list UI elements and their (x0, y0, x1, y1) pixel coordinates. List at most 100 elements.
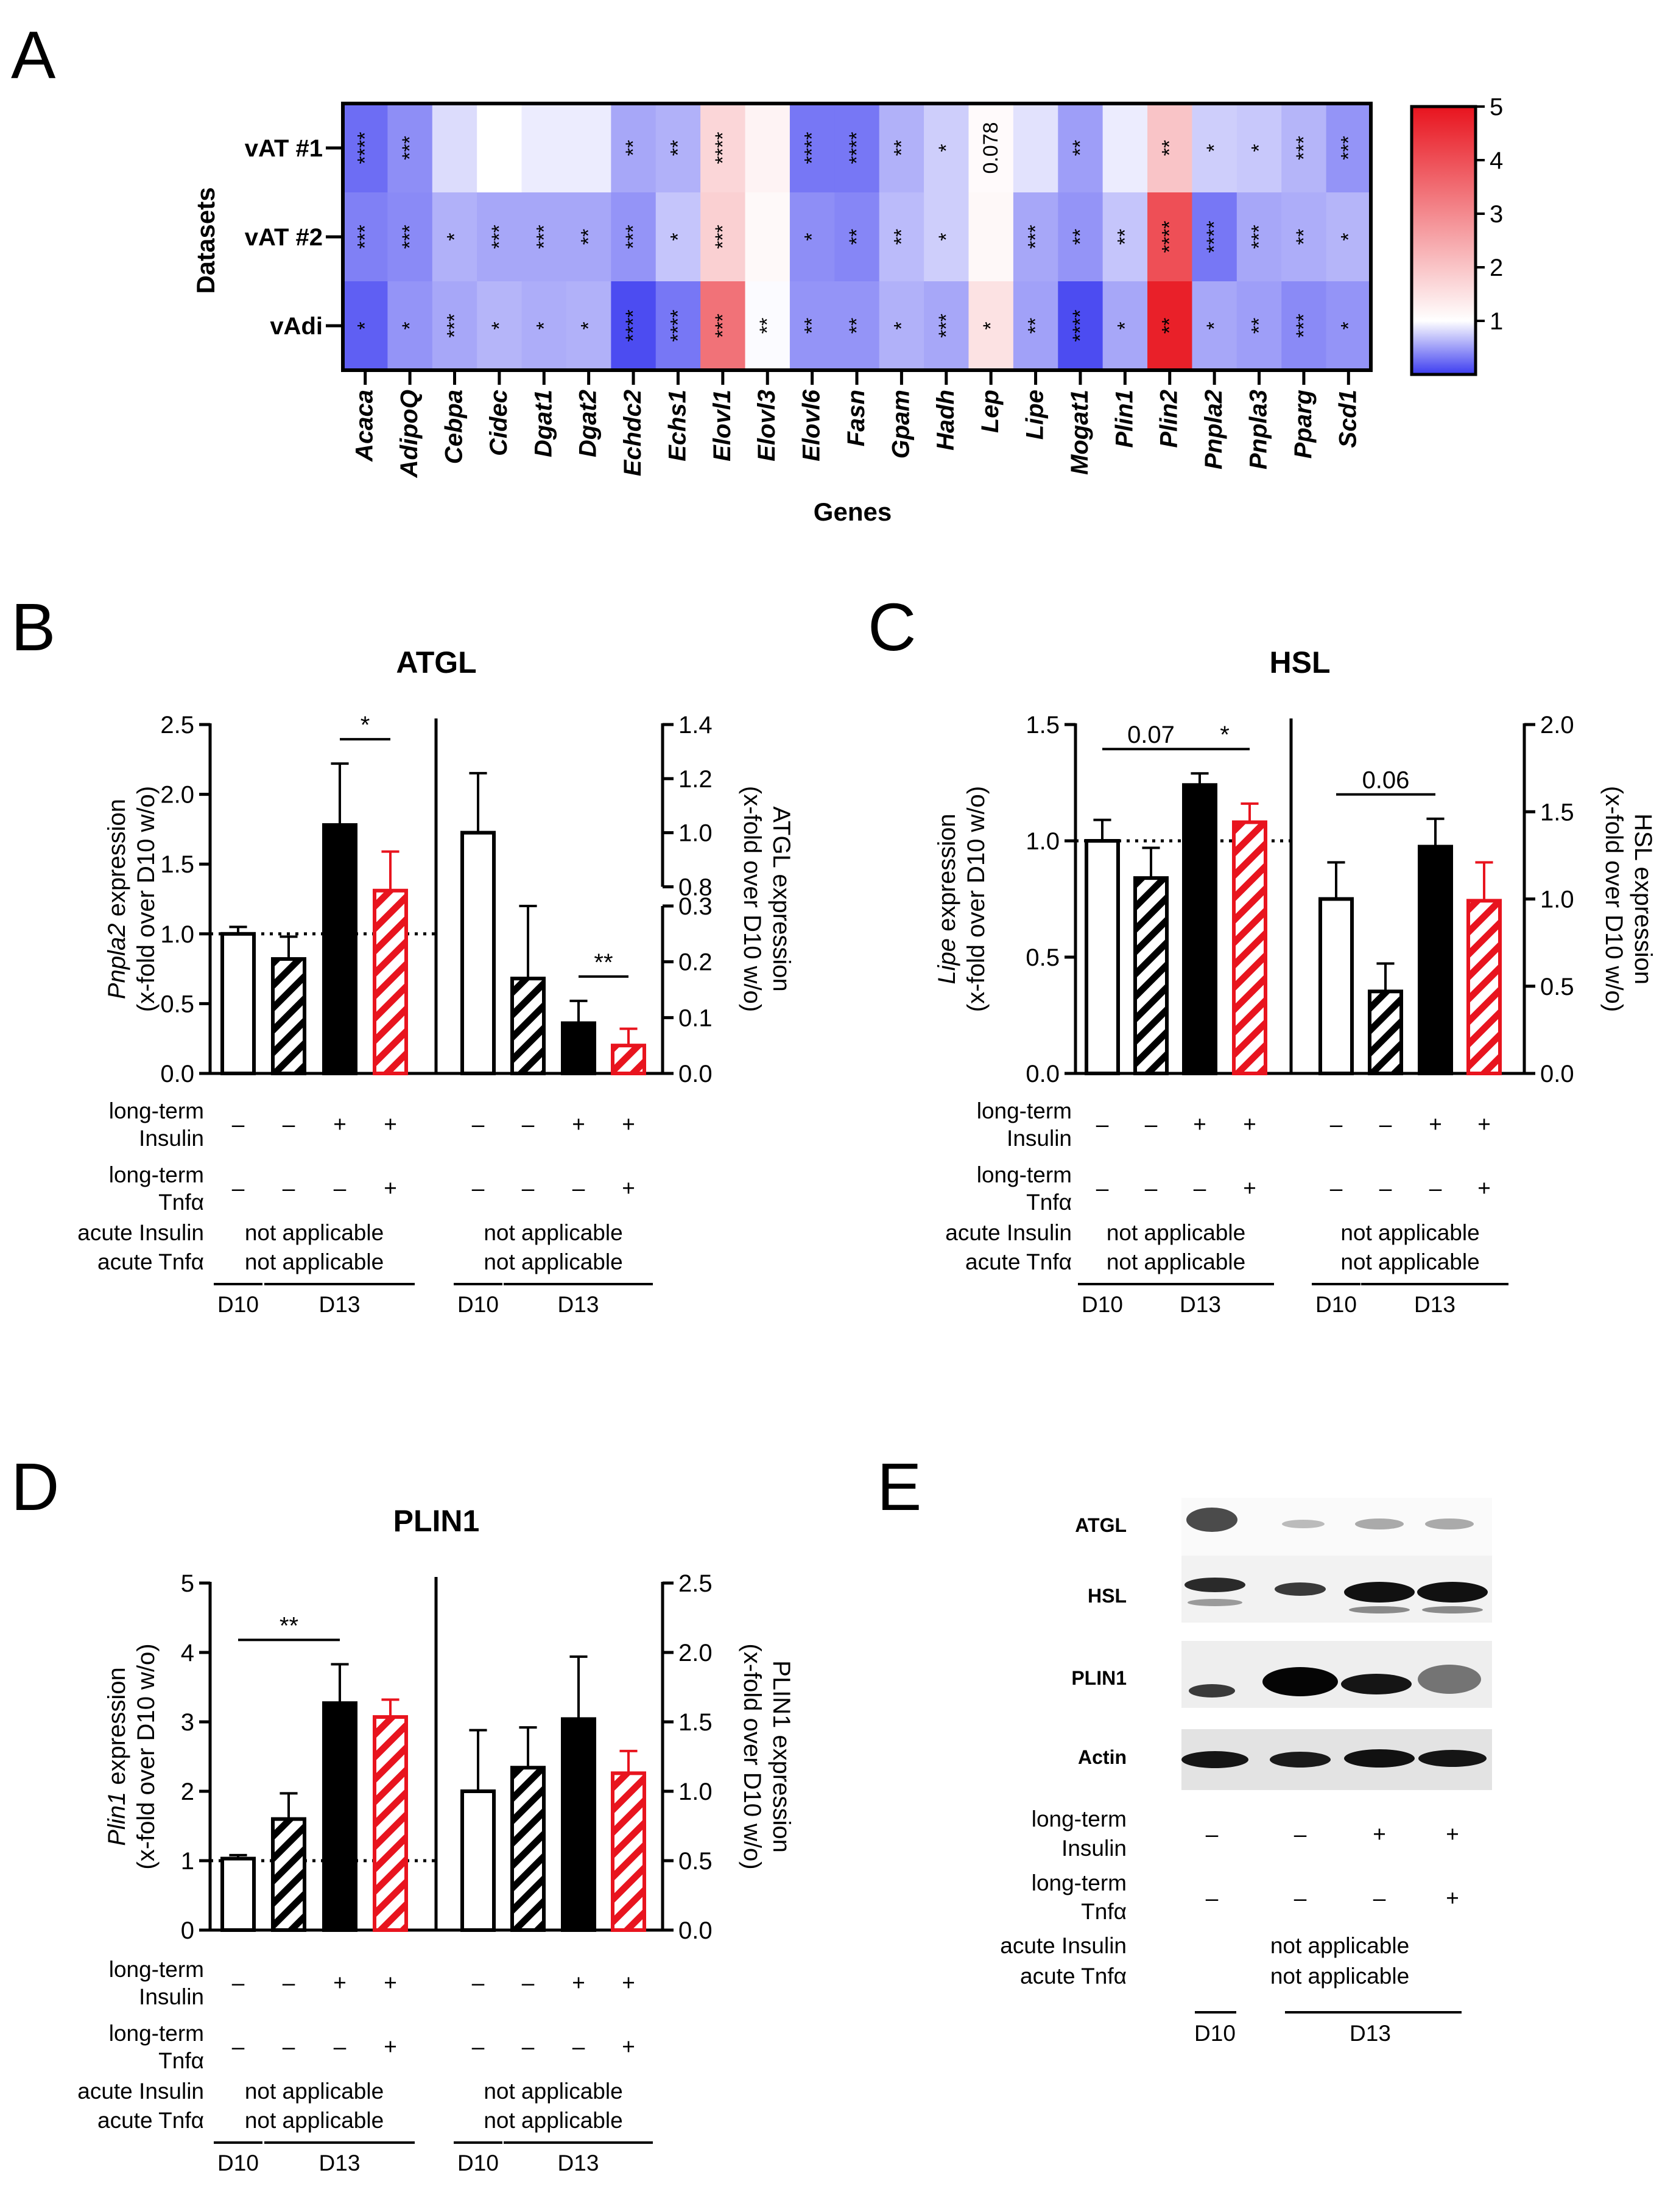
band (1344, 1582, 1415, 1603)
heatmap-annotation: *** (1292, 314, 1315, 338)
cond-sign: + (1243, 1176, 1256, 1201)
heatmap-gene-label: Dgat1 (530, 390, 557, 457)
group-label: D13 (1350, 2021, 1391, 2046)
colorbar-tick-label: 1 (1490, 308, 1503, 335)
band (1349, 1606, 1410, 1613)
heatmap-annotation: * (488, 321, 511, 329)
heatmap-cell (1192, 104, 1237, 193)
panel-letter-b: B (11, 590, 55, 665)
colorbar-tick-label: 5 (1490, 94, 1503, 121)
left-axis-tick-label: 1 (181, 1848, 194, 1875)
heatmap-annotation: * (577, 321, 600, 329)
cond-label: Tnfα (158, 1190, 204, 1215)
heatmap-cell (1281, 104, 1327, 193)
heatmap-annotation: * (1337, 233, 1360, 241)
cond-sign: – (1096, 1112, 1109, 1137)
cond-label: Tnfα (1026, 1190, 1072, 1215)
heatmap-annotation: *** (532, 225, 555, 249)
heatmap-cell (1236, 281, 1282, 371)
cond-sign: – (1373, 1886, 1386, 1911)
cond-sign: – (1330, 1112, 1343, 1137)
heatmap-gene-label: Elovl6 (798, 389, 825, 462)
heatmap-annotation: **** (354, 132, 377, 164)
heatmap-annotation: ** (890, 229, 913, 245)
blot-label-actin: Actin (1078, 1746, 1127, 1768)
cond-sign: – (232, 2034, 245, 2059)
heatmap-annotation: ** (1069, 140, 1092, 156)
heatmap-annotation: *** (935, 314, 958, 338)
heatmap-cell (700, 104, 746, 193)
significance-label: 0.07 (1127, 722, 1175, 748)
right-bar (510, 977, 546, 1076)
heatmap-cell (1147, 104, 1193, 193)
heatmap-cell (655, 281, 701, 371)
cond-label: acute Tnfα (965, 1249, 1072, 1274)
heatmap-annotation: * (890, 321, 913, 329)
cond-sign: – (334, 1176, 347, 1201)
cond-sign: – (283, 1112, 295, 1137)
heatmap-cell (477, 104, 523, 193)
cond-na: not applicable (245, 2079, 384, 2104)
cond-sign: – (572, 2034, 585, 2059)
right-axis-tick-label: 0.8 (678, 874, 713, 901)
right-axis-tick-label: 0.5 (1540, 974, 1574, 1000)
heatmap-annotation: ** (1113, 229, 1136, 245)
heatmap-annotation: *** (622, 225, 645, 249)
heatmap-annotation: *** (1024, 225, 1047, 249)
heatmap-gene-label: Fasn (843, 390, 870, 446)
colorbar-tick-label: 2 (1490, 255, 1503, 281)
heatmap-gene-label: Plin2 (1156, 390, 1183, 448)
significance-label: ** (280, 1612, 298, 1639)
right-axis-tick-label: 0.3 (678, 893, 713, 920)
cond-na: not applicable (484, 1249, 622, 1274)
group-label: D10 (1082, 1292, 1123, 1317)
right-axis-tick-label: 0.0 (1540, 1061, 1574, 1087)
left-axis-tick-label: 0.0 (160, 1061, 194, 1087)
right-axis-tick-label: 1.5 (678, 1709, 713, 1736)
heatmap-cell (1102, 104, 1148, 193)
cond-label: acute Tnfα (1020, 1964, 1127, 1989)
cond-sign: + (572, 1970, 585, 1995)
heatmap-gene-label: Plin1 (1111, 390, 1138, 448)
heatmap-annotation: **** (622, 310, 645, 342)
heatmap-cell (566, 192, 611, 282)
cond-na: not applicable (1107, 1249, 1245, 1274)
heatmap-annotation: ** (577, 229, 600, 245)
cond-label: long-term (977, 1162, 1072, 1187)
heatmap-annotation: * (443, 233, 466, 241)
right-axis-tick-label: 0.1 (678, 1005, 713, 1031)
colorbar-tick-label: 4 (1490, 147, 1503, 174)
heatmap-cell (789, 104, 835, 193)
heatmap-cell (1236, 192, 1282, 282)
heatmap-cell (611, 281, 656, 371)
cond-sign: – (283, 2034, 295, 2059)
cond-sign: + (1446, 1886, 1459, 1911)
heatmap-cell (343, 104, 388, 193)
right-bar (611, 1044, 646, 1076)
chart-title: PLIN1 (393, 1504, 480, 1538)
left-bar (1085, 839, 1120, 1075)
heatmap-gene-label: Echs1 (664, 390, 691, 462)
heatmap-annotation: ** (1069, 229, 1092, 245)
cond-sign: + (333, 1112, 347, 1137)
right-axis-tick-label: 0.0 (678, 1061, 713, 1087)
heatmap-annotation: **** (1203, 221, 1226, 253)
heatmap-annotation: **** (1158, 221, 1181, 253)
cond-label: long-term (109, 1098, 204, 1123)
cond-label: long-term (109, 2021, 204, 2046)
cond-sign: – (334, 2034, 347, 2059)
band (1188, 1599, 1242, 1606)
left-axis-label-line2: (x-fold over D10 w/o) (133, 786, 160, 1012)
cond-label: Insulin (1061, 1836, 1127, 1861)
right-bar (510, 1766, 546, 1932)
band (1422, 1606, 1483, 1613)
cond-sign: + (384, 1176, 397, 1201)
right-axis-label: ATGL expression (768, 806, 795, 992)
heatmap-annotation: * (532, 321, 555, 329)
heatmap-annotation: *** (1337, 136, 1360, 160)
left-axis-tick-label: 0.0 (1026, 1061, 1060, 1087)
cond-sign: + (384, 1112, 397, 1137)
western-blot: ATGL HSL PLIN1 Actin (1071, 1498, 1492, 1790)
blot-conditions: long-term Insulin long-term Tnfα acute Insul… (1000, 1806, 1462, 2046)
heatmap-annotation: * (979, 321, 1002, 329)
